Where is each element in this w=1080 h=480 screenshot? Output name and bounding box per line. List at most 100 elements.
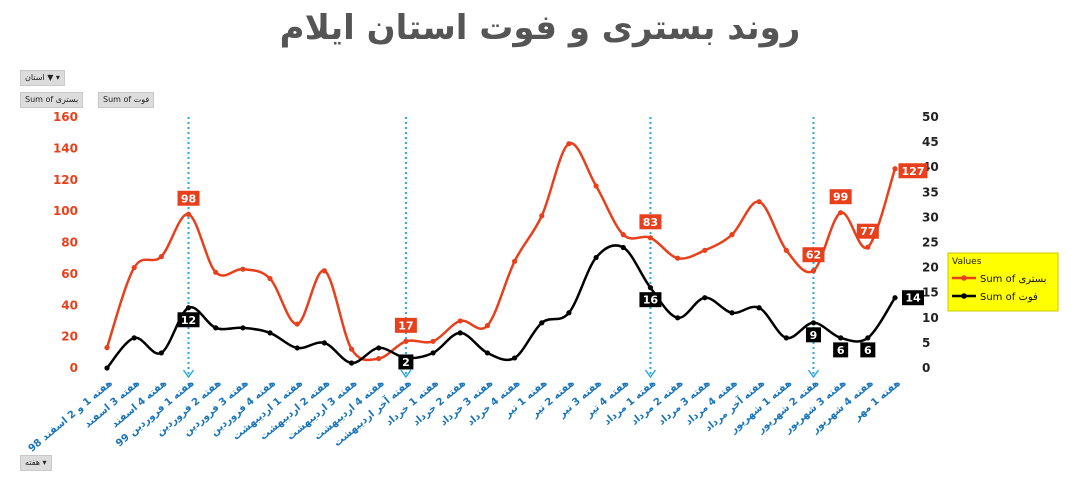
- dropdown-arrow-icon: ▾: [42, 458, 47, 467]
- data-label: 2: [402, 356, 410, 369]
- data-point-1: [430, 350, 436, 356]
- right-axis-tick-label: 30: [922, 210, 939, 224]
- data-point-0: [131, 265, 137, 271]
- chevron-down-icon: ▾: [55, 73, 60, 82]
- data-label-box: [177, 190, 200, 206]
- data-point-0: [702, 247, 708, 253]
- data-point-0: [457, 318, 463, 324]
- data-point-0: [593, 183, 599, 189]
- data-label: 77: [860, 225, 875, 238]
- filter-button-label: استان: [25, 73, 45, 82]
- right-axis-tick-label: 5: [922, 336, 930, 350]
- legend-box: [947, 252, 1059, 312]
- right-axis-tick-label: 25: [922, 236, 939, 250]
- data-point-0: [729, 232, 735, 238]
- data-point-1: [294, 345, 300, 351]
- filter-button[interactable]: استان ▼ ▾: [20, 70, 65, 86]
- data-point-1: [865, 335, 871, 341]
- data-label-box: [902, 290, 924, 306]
- axis-field-label: هفته: [25, 458, 40, 467]
- left-axis-tick-label: 140: [53, 141, 78, 155]
- legend-swatch-point: [961, 293, 967, 299]
- data-point-1: [756, 305, 762, 311]
- marker-arrow-icon: [182, 369, 195, 379]
- data-label: 83: [643, 216, 658, 229]
- left-axis-tick-label: 0: [70, 361, 78, 375]
- data-point-0: [104, 345, 110, 351]
- data-point-1: [838, 335, 844, 341]
- data-point-1: [810, 320, 817, 326]
- data-point-0: [267, 275, 273, 282]
- data-label-box: [394, 317, 417, 333]
- data-label-box: [639, 292, 662, 308]
- right-axis-tick-label: 35: [922, 185, 939, 199]
- data-label: 12: [181, 314, 196, 327]
- data-label-box: [639, 214, 662, 230]
- data-point-0: [892, 166, 898, 172]
- data-point-1: [484, 350, 491, 356]
- data-point-0: [810, 268, 817, 274]
- data-label-box: [177, 312, 200, 328]
- data-label: 17: [398, 319, 413, 332]
- data-label: 6: [837, 344, 845, 357]
- data-label: 16: [643, 294, 659, 307]
- left-axis-tick-label: 60: [61, 267, 78, 281]
- axis-field-button[interactable]: هفته ▾: [20, 455, 52, 471]
- data-point-0: [321, 268, 327, 274]
- data-point-0: [403, 338, 409, 344]
- data-point-0: [838, 210, 844, 216]
- data-point-0: [675, 255, 681, 261]
- data-label-box: [833, 342, 849, 358]
- data-label: 6: [864, 344, 872, 357]
- data-point-1: [702, 295, 708, 301]
- data-point-0: [539, 213, 545, 219]
- data-point-0: [783, 247, 789, 253]
- data-point-0: [158, 254, 164, 260]
- data-point-1: [348, 360, 355, 366]
- data-point-0: [240, 266, 246, 272]
- left-axis-tick-label: 20: [61, 330, 78, 344]
- field-button-deaths[interactable]: Sum of فوت: [98, 92, 155, 108]
- data-point-1: [539, 320, 545, 326]
- data-point-0: [511, 258, 518, 264]
- data-point-0: [376, 355, 382, 362]
- data-point-0: [348, 346, 355, 352]
- data-point-1: [376, 345, 382, 351]
- data-label: 99: [833, 191, 848, 204]
- data-point-1: [321, 340, 327, 346]
- right-axis-tick-label: 0: [922, 361, 930, 375]
- left-axis-tick-label: 160: [53, 110, 78, 124]
- series-line-1: [106, 244, 897, 369]
- data-point-0: [213, 269, 219, 275]
- data-point-1: [158, 350, 164, 356]
- legend-entry: Sum of بستری: [980, 274, 1047, 285]
- chart-title: روند بستری و فوت استان ایلام: [279, 8, 801, 48]
- legend-title: Values: [952, 257, 982, 267]
- right-axis-tick-label: 15: [922, 286, 939, 300]
- data-point-1: [511, 355, 518, 361]
- right-axis-tick-label: 10: [922, 311, 939, 325]
- data-label: 127: [902, 165, 925, 178]
- legend-swatch-point: [961, 275, 967, 281]
- right-axis-tick-label: 45: [922, 135, 939, 149]
- data-label-box: [829, 189, 852, 205]
- data-label: 62: [806, 249, 821, 262]
- data-point-1: [892, 295, 898, 301]
- right-axis-tick-label: 50: [922, 110, 939, 124]
- data-point-1: [729, 310, 735, 316]
- series-line-0: [105, 142, 897, 362]
- left-axis-tick-label: 120: [53, 173, 78, 187]
- data-label-box: [398, 354, 414, 370]
- data-point-0: [865, 244, 871, 250]
- left-axis-tick-label: 80: [61, 236, 78, 250]
- left-axis-tick-label: 40: [61, 298, 78, 312]
- data-point-1: [267, 330, 273, 336]
- data-point-1: [131, 335, 137, 341]
- data-point-0: [566, 141, 572, 147]
- marker-arrow-icon: [400, 369, 412, 379]
- data-point-1: [593, 254, 599, 261]
- data-point-1: [457, 330, 463, 336]
- field-button-hospitalized[interactable]: Sum of بستری: [20, 92, 84, 108]
- data-label-box: [860, 342, 876, 358]
